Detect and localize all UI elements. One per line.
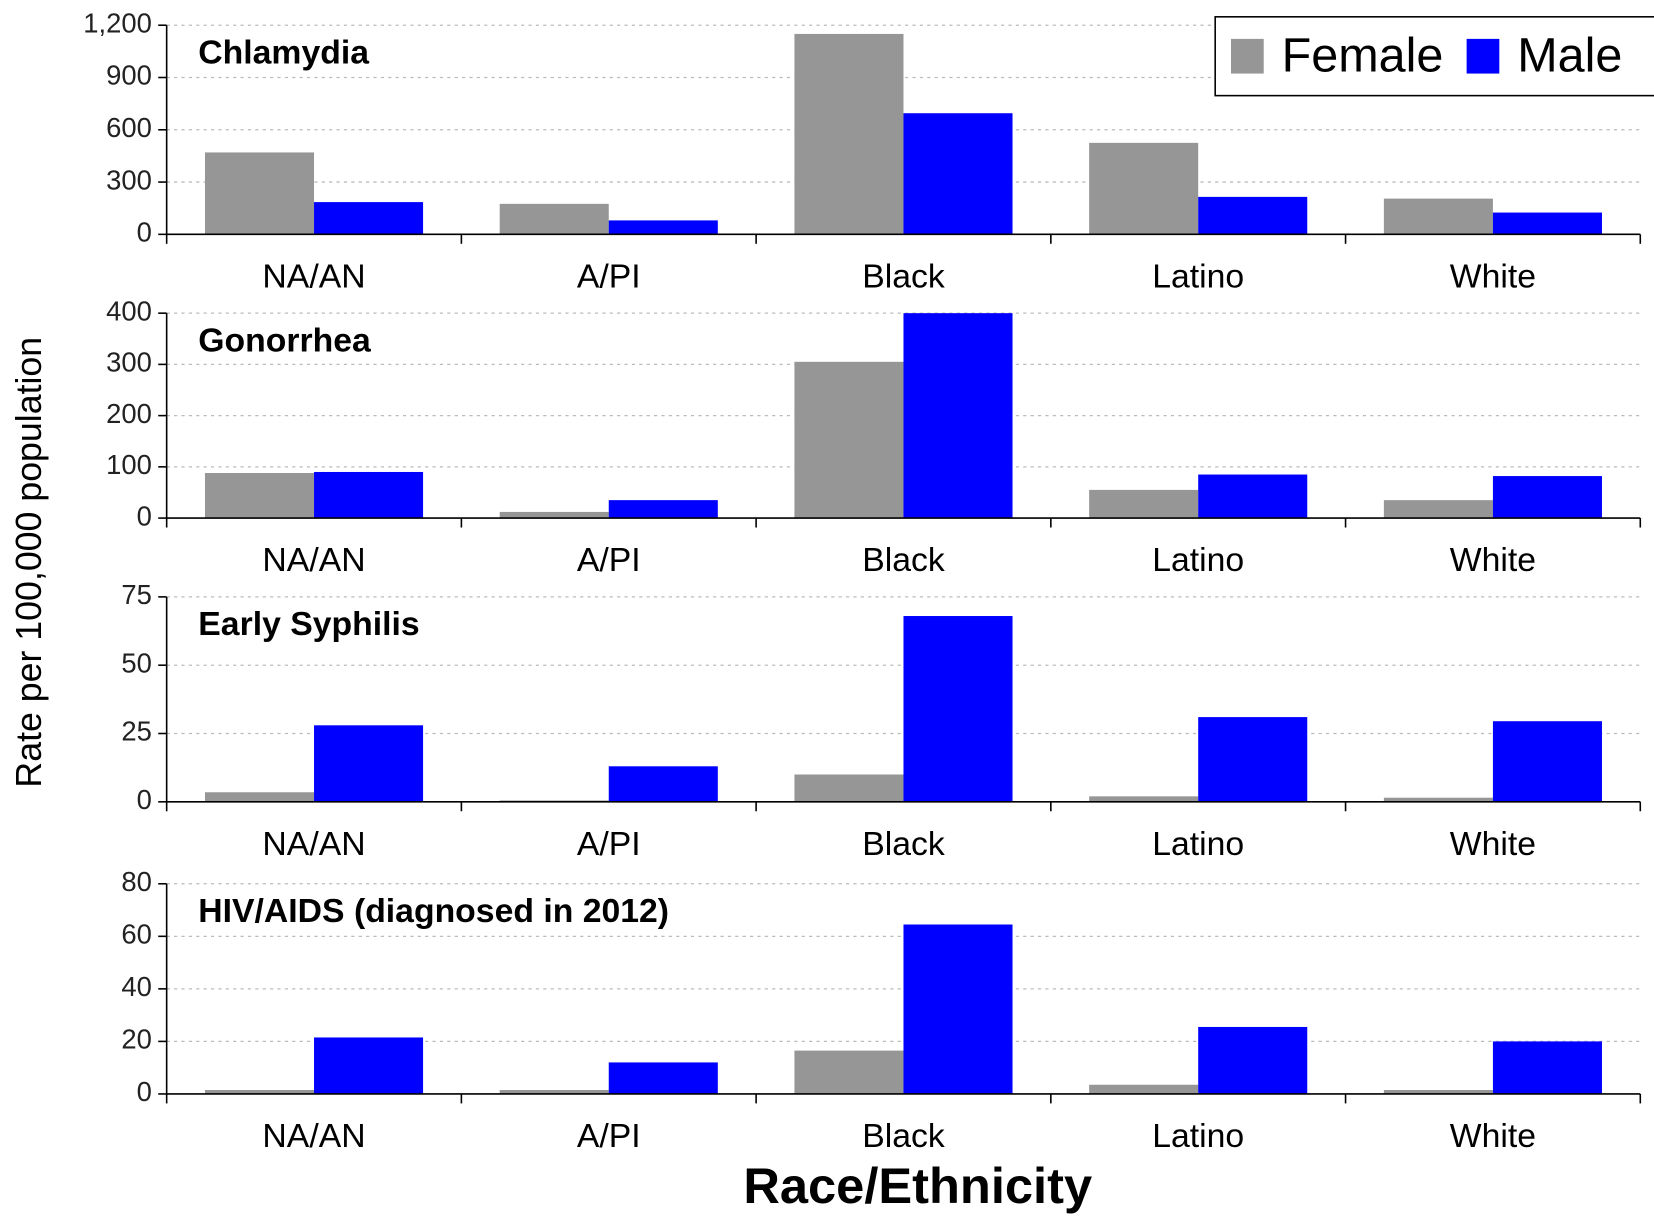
bar [204, 1090, 315, 1094]
x-tick-label: NA/AN [262, 1118, 365, 1155]
x-axis-label: Race/Ethnicity [743, 1157, 1092, 1214]
x-tick-label: NA/AN [262, 542, 365, 579]
y-tick-label: 60 [121, 919, 151, 950]
bar [1198, 474, 1308, 519]
y-tick-label: 600 [106, 112, 152, 143]
bar [1492, 721, 1602, 802]
x-tick-label: Black [862, 542, 945, 579]
bar [1198, 717, 1308, 802]
bar [903, 616, 1013, 802]
bar [499, 511, 609, 519]
x-tick-label: A/PI [577, 1118, 641, 1155]
x-tick-label: Latino [1152, 826, 1244, 863]
y-tick-label: 0 [137, 217, 152, 248]
x-tick-label: White [1450, 826, 1536, 863]
bar [794, 33, 904, 235]
bar [1383, 797, 1493, 802]
y-tick-label: 400 [106, 295, 152, 326]
bar [903, 113, 1013, 235]
bar [204, 152, 315, 235]
y-tick-label: 300 [106, 347, 152, 378]
y-tick-label: 0 [137, 1076, 152, 1107]
bar [903, 924, 1013, 1094]
bar [794, 774, 904, 802]
bar [1492, 1041, 1602, 1094]
y-tick-label: 900 [106, 60, 152, 91]
y-tick-label: 40 [121, 971, 151, 1002]
bar [1089, 489, 1199, 519]
y-axis-label: Rate per 100,000 population [9, 337, 49, 788]
y-tick-label: 25 [121, 716, 151, 747]
y-tick-label: 50 [121, 647, 151, 678]
y-tick-label: 0 [137, 784, 152, 815]
y-tick-label: 1,200 [83, 7, 152, 38]
panel-title: HIV/AIDS (diagnosed in 2012) [198, 893, 669, 930]
bar [1198, 1026, 1308, 1094]
bar [499, 1090, 609, 1094]
bar [1089, 1084, 1199, 1094]
panel-title: Gonorrhea [198, 323, 371, 360]
bar [314, 471, 424, 519]
bar [903, 313, 1013, 519]
bar [1089, 796, 1199, 802]
bar [204, 792, 315, 802]
panel-title: Early Syphilis [198, 606, 419, 643]
legend-swatch [1231, 38, 1264, 74]
x-tick-label: Black [862, 826, 945, 863]
y-tick-label: 300 [106, 164, 152, 195]
x-tick-label: A/PI [577, 258, 641, 295]
x-tick-label: NA/AN [262, 258, 365, 295]
bar [314, 202, 424, 235]
bar [314, 725, 424, 802]
bar [1089, 142, 1199, 235]
x-tick-label: Latino [1152, 258, 1244, 295]
bar [204, 472, 315, 519]
bar [794, 1050, 904, 1094]
x-tick-label: White [1450, 258, 1536, 295]
legend-swatch [1466, 38, 1500, 74]
bar [1198, 196, 1308, 235]
x-tick-label: White [1450, 1118, 1536, 1155]
legend-label: Male [1517, 29, 1622, 83]
bar [608, 1062, 718, 1094]
legend-label: Female [1282, 29, 1444, 83]
x-tick-label: A/PI [577, 542, 641, 579]
y-tick-label: 0 [137, 500, 152, 531]
bar [1383, 198, 1493, 235]
bar [608, 500, 718, 519]
bar [794, 361, 904, 519]
x-tick-label: Latino [1152, 542, 1244, 579]
y-tick-label: 75 [121, 579, 151, 610]
x-tick-label: Black [862, 258, 945, 295]
y-tick-label: 80 [121, 866, 151, 897]
x-tick-label: White [1450, 542, 1536, 579]
bar [1383, 500, 1493, 519]
panel-title: Chlamydia [198, 35, 369, 72]
bar [1492, 212, 1602, 235]
y-tick-label: 200 [106, 398, 152, 429]
bar [1383, 1090, 1493, 1094]
bar [1492, 476, 1602, 519]
bar [499, 203, 609, 235]
bar [608, 220, 718, 235]
x-tick-label: A/PI [577, 826, 641, 863]
y-tick-label: 20 [121, 1024, 151, 1055]
legend-box [1214, 16, 1654, 97]
x-tick-label: Black [862, 1118, 945, 1155]
y-tick-label: 100 [106, 449, 152, 480]
x-tick-label: NA/AN [262, 826, 365, 863]
bar [608, 766, 718, 802]
x-tick-label: Latino [1152, 1118, 1244, 1155]
bar [314, 1037, 424, 1094]
